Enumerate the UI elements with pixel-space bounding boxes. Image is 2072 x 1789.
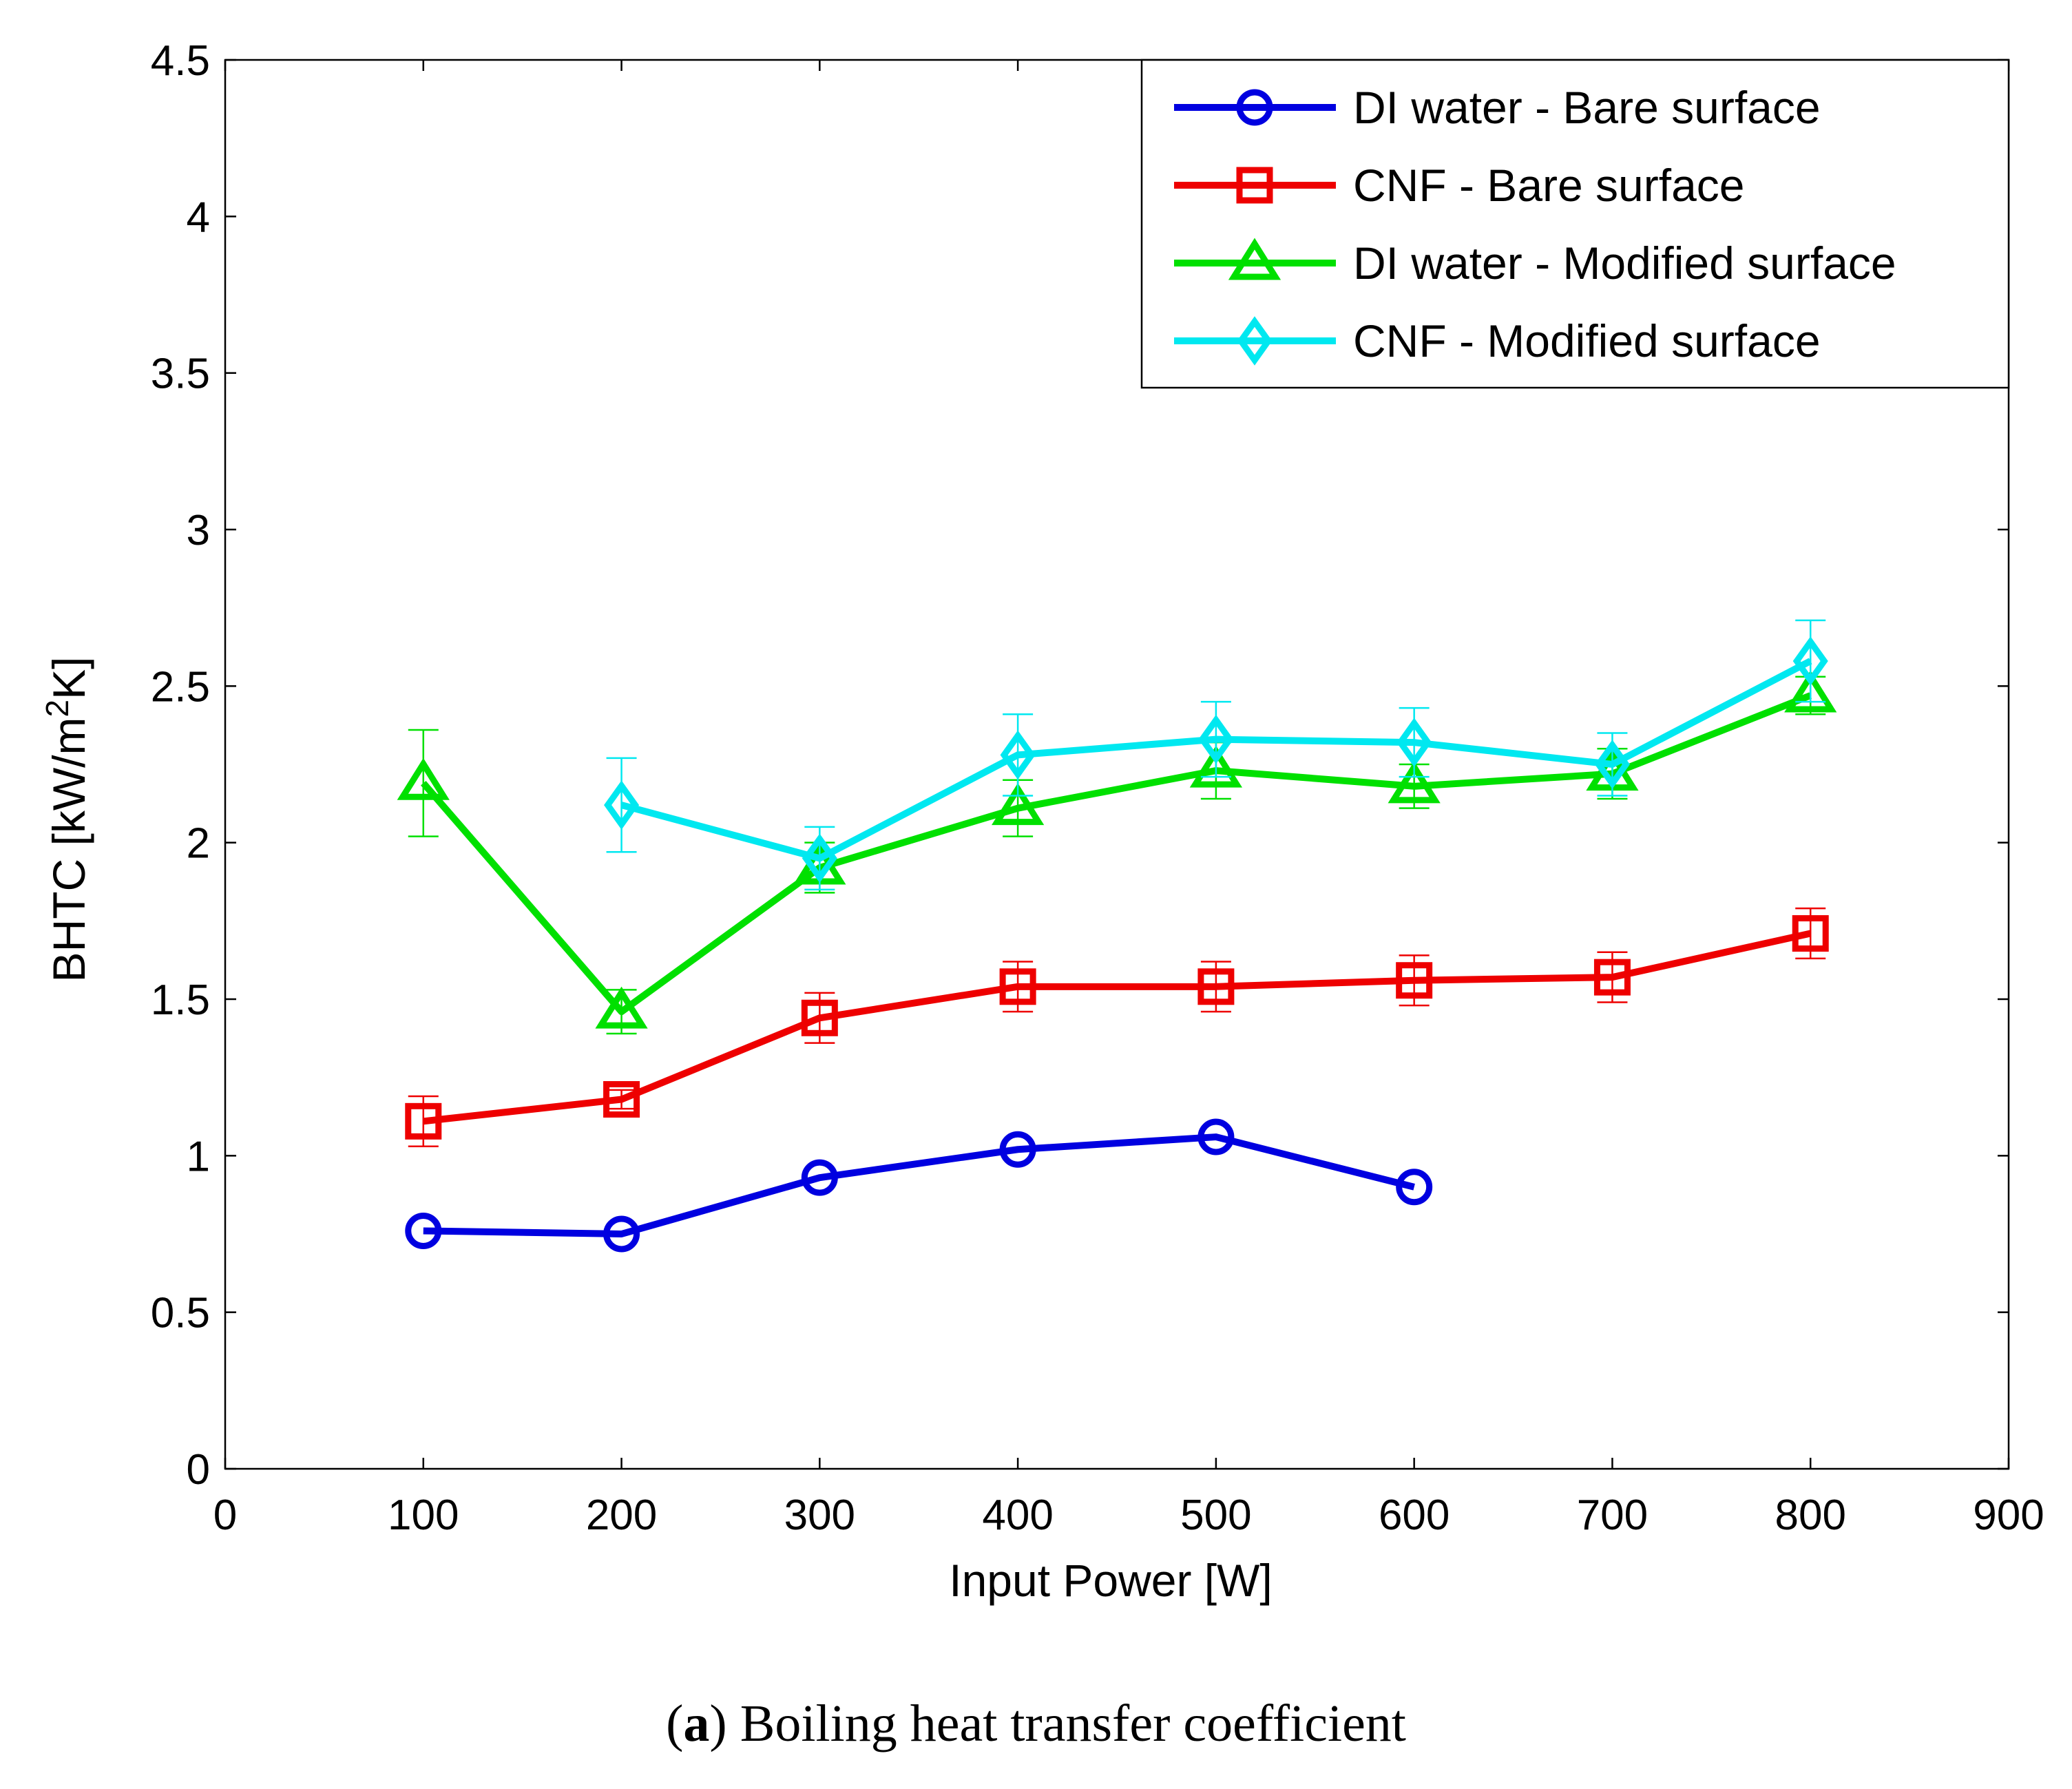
series-3: [397, 670, 1837, 1035]
series-layer: [397, 619, 1837, 1253]
series-line: [620, 658, 1812, 862]
legend-box: [1140, 59, 2010, 389]
y-tick-label: 3: [187, 507, 210, 554]
data-point: [1197, 1118, 1235, 1155]
data-point: [1197, 968, 1235, 1005]
data-point: [604, 780, 640, 830]
data-point: [603, 1080, 640, 1118]
caption-text: Boiling heat transfer coefficient: [726, 1695, 1406, 1753]
legend-marker: [1237, 316, 1273, 366]
data-point: [1792, 915, 1829, 952]
data-point: [405, 1102, 442, 1140]
y-tick-label: 4.5: [151, 37, 210, 85]
series-line: [423, 1133, 1415, 1237]
x-tick-label: 800: [1775, 1492, 1845, 1539]
x-tick-label: 0: [213, 1492, 237, 1539]
data-point: [802, 833, 837, 883]
legend-label: CNF - Bare surface: [1353, 160, 1744, 211]
data-point: [1388, 761, 1441, 804]
data-point: [1198, 714, 1234, 764]
legend-label: CNF - Modified surface: [1353, 315, 1821, 366]
x-tick-label: 900: [1973, 1492, 2044, 1539]
legend-marker: [1228, 238, 1281, 280]
data-point: [397, 757, 450, 800]
data-point: [999, 1131, 1036, 1168]
data-point: [999, 968, 1036, 1005]
x-tick-label: 200: [586, 1492, 657, 1539]
x-axis-title: Input Power [W]: [949, 1555, 1273, 1606]
series-line: [421, 692, 1812, 1016]
data-point: [1784, 670, 1837, 713]
x-tick-label: 100: [388, 1492, 459, 1539]
data-point: [1593, 959, 1631, 996]
caption-label: a: [683, 1695, 710, 1753]
legend-label: DI water - Bare surface: [1353, 82, 1821, 133]
x-tick-label: 500: [1180, 1492, 1251, 1539]
legend-marker: [1236, 167, 1273, 204]
y-tick-label: 0: [187, 1446, 210, 1494]
series-2: [405, 907, 1829, 1147]
y-tick-label: 0.5: [151, 1290, 210, 1337]
x-tick-label: 400: [982, 1492, 1053, 1539]
data-point: [991, 783, 1045, 826]
y-tick-label: 1: [187, 1133, 210, 1180]
data-point: [801, 999, 838, 1036]
data-point: [405, 1212, 442, 1249]
data-point: [1396, 1169, 1433, 1206]
legend-label: DI water - Modified surface: [1353, 238, 1896, 289]
legend-item-1: DI water - Bare surface: [1174, 82, 1821, 133]
series-1: [405, 1118, 1433, 1253]
plot-frame: [224, 59, 2010, 1470]
data-point: [1594, 740, 1630, 789]
data-point: [1396, 718, 1432, 767]
y-tick-label: 1.5: [151, 976, 210, 1024]
data-point: [1189, 745, 1243, 788]
x-tick-label: 700: [1577, 1492, 1648, 1539]
axes: 0 100 200 300 400 500 600 700 800 900 0 0.5 1 1.5 2 2.5…: [151, 37, 2044, 1539]
y-tick-label: 2.5: [151, 663, 210, 711]
y-axis-title-main: BHTC [kW/m: [43, 718, 94, 983]
y-axis-title-end: K]: [43, 657, 94, 700]
x-tick-label: 600: [1379, 1492, 1450, 1539]
legend-marker: [1236, 89, 1273, 126]
y-tick-label: 2: [187, 820, 210, 868]
y-axis-title-superscript: 2: [39, 700, 75, 718]
legend-item-4: CNF - Modified surface: [1174, 315, 1821, 366]
series-line: [423, 930, 1812, 1125]
y-tick-label: 4: [187, 193, 210, 241]
y-tick-label: 3.5: [151, 351, 210, 398]
data-point: [595, 986, 648, 1029]
data-point: [603, 1215, 640, 1253]
x-tick-label: 300: [784, 1492, 855, 1539]
figure-caption: (a) Boiling heat transfer coefficient: [666, 1695, 1406, 1753]
legend: DI water - Bare surface CNF - Bare surfac…: [1140, 59, 2010, 389]
legend-item-3: DI water - Modified surface: [1174, 238, 1896, 289]
legend-item-2: CNF - Bare surface: [1174, 160, 1744, 211]
data-point: [1792, 636, 1828, 686]
data-point: [801, 1159, 838, 1196]
series-4: [604, 619, 1828, 891]
data-point: [1000, 730, 1036, 780]
y-axis-title: BHTC [kW/m2K]: [39, 657, 94, 983]
data-point: [1396, 962, 1433, 999]
